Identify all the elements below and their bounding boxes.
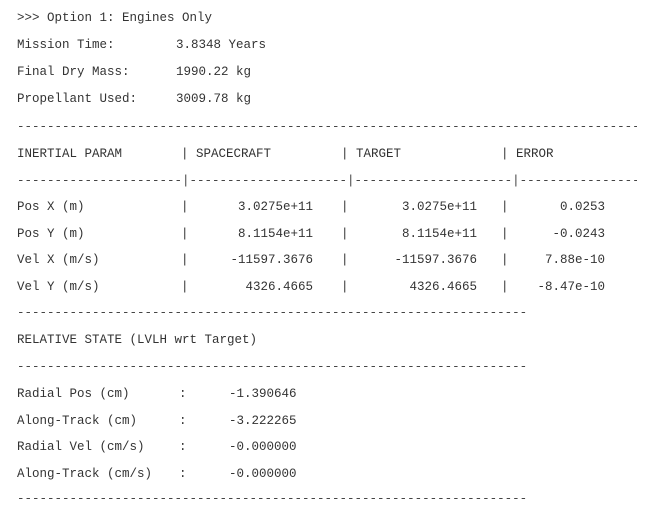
param-cell: Pos X (m): [17, 200, 85, 214]
summary-label: Final Dry Mass:: [17, 65, 130, 79]
column-separator: |: [501, 279, 509, 294]
spacecraft-cell: -11597.3676: [230, 253, 313, 267]
relative-label: Radial Vel (cm/s): [17, 440, 145, 454]
colon-separator: :: [179, 440, 187, 454]
column-separator: |: [341, 200, 349, 214]
table-row: Pos Y (m) | 8.1154e+11 | 8.1154e+11 | -0.0243: [17, 225, 637, 243]
summary-label: Propellant Used:: [17, 92, 138, 106]
table-row: Vel Y (m/s) | 4326.4665 | 4326.4665 | -8.47e-1…: [17, 278, 637, 296]
divider: ----------------------------------------…: [17, 360, 527, 374]
table-row: Vel X (m/s) | -11597.3676 | -11597.3676 | 7.88…: [17, 251, 637, 269]
relative-value: -0.000000: [229, 440, 297, 454]
column-separator: |: [181, 253, 189, 267]
column-separator: |: [501, 200, 509, 214]
column-separator: |: [181, 226, 189, 241]
relative-label: Radial Pos (cm): [17, 387, 130, 401]
divider: ----------------------------------------…: [17, 120, 637, 134]
relative-state-row: Radial Vel (cm/s): -0.000000: [17, 438, 417, 456]
column-separator: |: [181, 147, 197, 161]
column-separator: |: [501, 253, 509, 267]
error-cell: 0.0253: [559, 200, 605, 214]
column-separator: |: [181, 279, 189, 294]
spacecraft-cell: 3.0275e+11: [237, 200, 313, 214]
error-cell: -0.0243: [552, 226, 605, 241]
colon-separator: :: [179, 413, 187, 428]
relative-value: -3.222265: [229, 413, 297, 428]
column-separator: |: [501, 226, 509, 241]
param-cell: Vel X (m/s): [17, 253, 100, 267]
relative-state-row: Radial Pos (cm): -1.390646: [17, 385, 417, 403]
table-header: INERTIAL PARAM | SPACECRAFT | TARGET | E…: [17, 145, 637, 163]
relative-value: -1.390646: [229, 387, 297, 401]
target-cell: 3.0275e+11: [401, 200, 477, 214]
summary-mission-time: Mission Time: 3.8348 Years: [17, 36, 417, 54]
relative-value: -0.000000: [229, 466, 297, 481]
relative-label: Along-Track (cm/s): [17, 466, 153, 481]
target-cell: 4326.4665: [409, 279, 477, 294]
column-header: ERROR: [516, 147, 554, 161]
target-cell: -11597.3676: [394, 253, 477, 267]
spacecraft-cell: 8.1154e+11: [237, 226, 313, 241]
relative-state-row: Along-Track (cm/s): -0.000000: [17, 465, 417, 483]
summary-final-dry-mass: Final Dry Mass: 1990.22 kg: [17, 63, 417, 81]
summary-value: 3009.78 kg: [176, 92, 252, 106]
column-separator: |: [341, 279, 349, 294]
column-header: SPACECRAFT: [196, 147, 272, 161]
colon-separator: :: [179, 466, 187, 481]
column-header: INERTIAL PARAM: [17, 147, 123, 161]
table-header-divider: ----------------------|-----------------…: [17, 174, 637, 188]
divider: ----------------------------------------…: [17, 492, 527, 506]
divider: ----------------------------------------…: [17, 306, 527, 320]
column-separator: |: [341, 226, 349, 241]
param-cell: Vel Y (m/s): [17, 279, 100, 294]
colon-separator: :: [179, 387, 187, 401]
column-separator: |: [181, 200, 189, 214]
error-cell: 7.88e-10: [544, 253, 605, 267]
summary-label: Mission Time:: [17, 38, 115, 52]
option-title: >>> Option 1: Engines Only: [17, 11, 213, 25]
target-cell: 8.1154e+11: [401, 226, 477, 241]
summary-value: 3.8348 Years: [176, 38, 267, 52]
summary-propellant-used: Propellant Used: 3009.78 kg: [17, 90, 417, 108]
relative-state-title: RELATIVE STATE (LVLH wrt Target): [17, 333, 258, 347]
column-separator: |: [501, 147, 509, 161]
table-row: Pos X (m) | 3.0275e+11 | 3.0275e+11 | 0.0253: [17, 198, 637, 216]
param-cell: Pos Y (m): [17, 226, 85, 241]
relative-label: Along-Track (cm): [17, 413, 138, 428]
relative-state-row: Along-Track (cm): -3.222265: [17, 412, 417, 430]
column-separator: |: [341, 253, 349, 267]
error-cell: -8.47e-10: [537, 279, 605, 294]
summary-value: 1990.22 kg: [176, 65, 252, 79]
column-header: TARGET: [356, 147, 402, 161]
column-separator: |: [341, 147, 349, 161]
spacecraft-cell: 4326.4665: [245, 279, 313, 294]
